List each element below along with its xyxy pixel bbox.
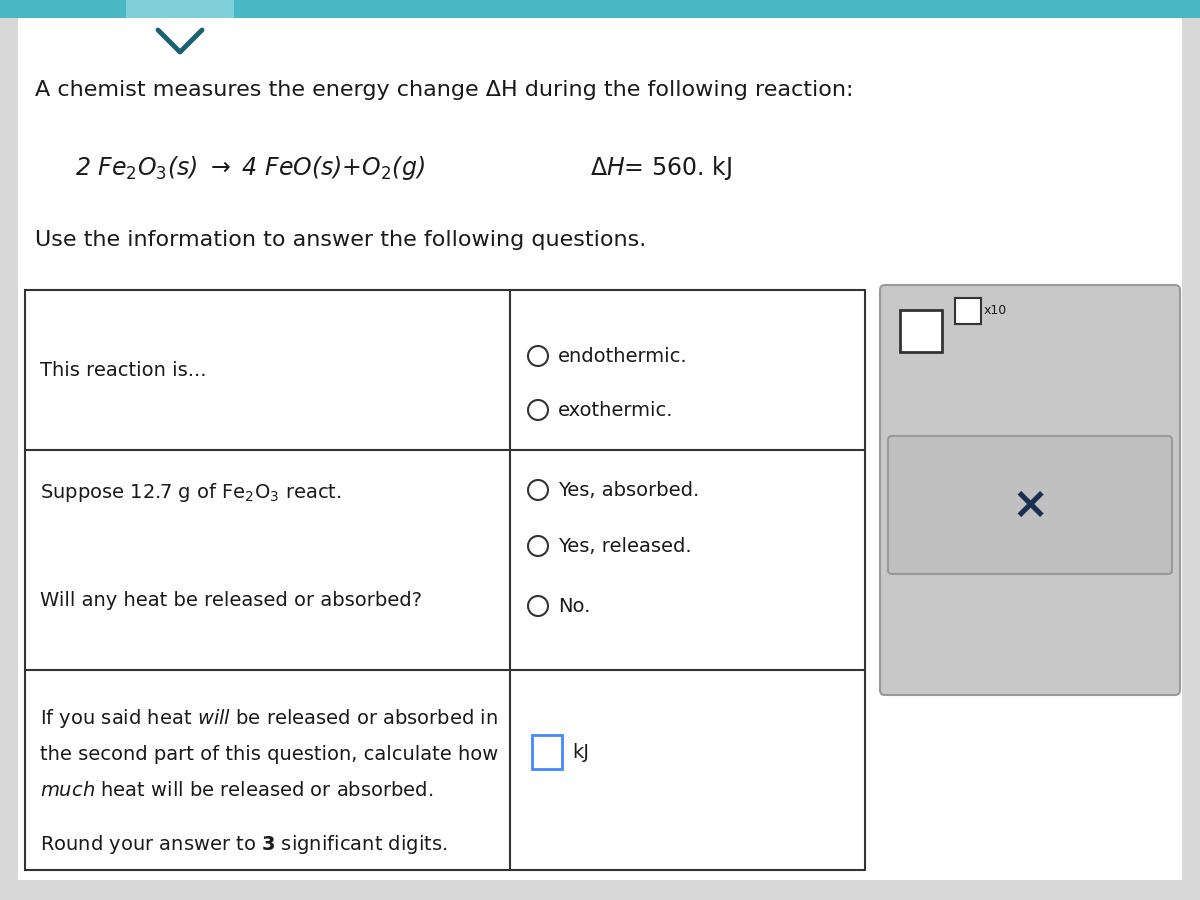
Text: Yes, released.: Yes, released.	[558, 536, 691, 555]
Text: x10: x10	[984, 303, 1007, 317]
Text: Use the information to answer the following questions.: Use the information to answer the follow…	[35, 230, 647, 250]
Text: the second part of this question, calculate how: the second part of this question, calcul…	[40, 744, 498, 763]
Text: A chemist measures the energy change ΔH during the following reaction:: A chemist measures the energy change ΔH …	[35, 80, 853, 100]
Text: ×: ×	[1012, 483, 1049, 526]
FancyBboxPatch shape	[880, 285, 1180, 695]
Text: $\it{much}$ heat will be released or absorbed.: $\it{much}$ heat will be released or abs…	[40, 780, 433, 799]
Text: No.: No.	[558, 597, 590, 616]
Bar	[0, 0, 1200, 18]
Text: Round your answer to $\mathbf{3}$ significant digits.: Round your answer to $\mathbf{3}$ signif…	[40, 833, 448, 857]
FancyBboxPatch shape	[126, 0, 234, 72]
Text: 2 Fe$_2$O$_3$(s) $\rightarrow$ 4 FeO(s)+O$_2$(g): 2 Fe$_2$O$_3$(s) $\rightarrow$ 4 FeO(s)+…	[74, 154, 425, 182]
Text: $\Delta H$= 560. kJ: $\Delta H$= 560. kJ	[590, 154, 732, 182]
Text: kJ: kJ	[572, 742, 589, 761]
Bar	[25, 290, 865, 870]
Bar	[532, 735, 562, 769]
Text: Will any heat be released or absorbed?: Will any heat be released or absorbed?	[40, 590, 422, 609]
FancyBboxPatch shape	[888, 436, 1172, 574]
Text: Yes, absorbed.: Yes, absorbed.	[558, 481, 700, 500]
Text: This reaction is...: This reaction is...	[40, 361, 206, 380]
Text: exothermic.: exothermic.	[558, 400, 673, 419]
Bar	[955, 298, 982, 324]
Bar	[900, 310, 942, 352]
Text: If you said heat $\it{will}$ be released or absorbed in: If you said heat $\it{will}$ be released…	[40, 706, 498, 730]
Text: endothermic.: endothermic.	[558, 346, 688, 365]
Text: Suppose 12.7 g of Fe$_2$O$_3$ react.: Suppose 12.7 g of Fe$_2$O$_3$ react.	[40, 481, 342, 503]
